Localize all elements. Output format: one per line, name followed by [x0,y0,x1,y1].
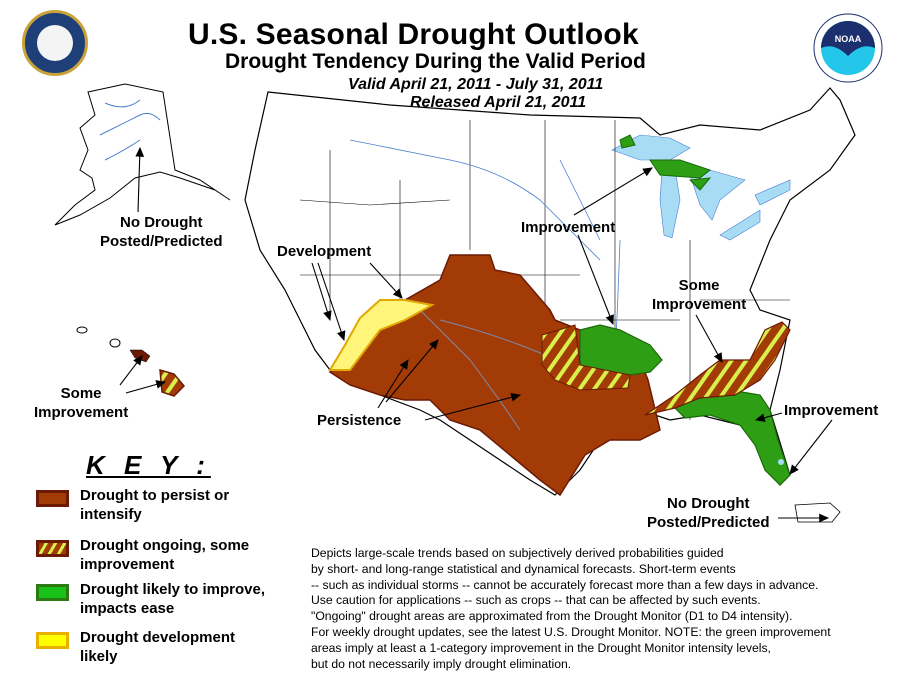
development-swatch-icon [36,632,69,649]
persist-swatch-icon [36,490,69,507]
disclaimer-notes: Depicts large-scale trends based on subj… [311,546,831,671]
improve-swatch-icon [36,584,69,601]
alaska-region [54,83,231,226]
key-item-improve: Drought likely to improve, impacts ease [36,580,300,618]
label-puerto-rico-no-drought: No Drought Posted/Predicted [647,495,770,531]
drought-ongoing-central [541,324,631,391]
noaa-logo-icon: NOAA [813,13,883,83]
key-title: K E Y : [86,450,211,480]
department-of-commerce-seal-icon [22,10,88,76]
puerto-rico-outline [794,502,841,523]
key-item-development: Drought development likely [36,628,300,666]
label-hawaii-some-improvement: Some Improvement [34,385,129,421]
drought-improve-area-great-lakes [619,134,712,191]
label-persistence: Persistence [317,412,402,429]
key-item-ongoing: Drought ongoing, some improvement [36,536,300,574]
label-improvement-florida: Improvement [784,402,879,419]
drought-ongoing-southeast [644,321,791,416]
hatched-swatch-icon [36,540,69,557]
label-development: Development [277,243,372,260]
label-improvement-north: Improvement [521,219,616,236]
label-some-improvement-southeast: Some Improvement [652,277,747,313]
drought-improve-area-southeast [670,389,791,486]
key-item-persist: Drought to persist or intensify [36,486,300,524]
page-subtitle: Drought Tendency During the Valid Period [225,50,646,73]
seal-eagle-shield-icon [37,25,73,61]
drought-development-area [328,299,435,371]
page-title: U.S. Seasonal Drought Outlook [188,18,639,51]
svg-text:NOAA: NOAA [835,34,862,44]
release-date: Released April 21, 2011 [410,94,587,111]
valid-period: Valid April 21, 2011 - July 31, 2011 [348,76,604,93]
annotation-arrows [119,146,833,523]
label-alaska-no-drought: No Drought Posted/Predicted [100,214,223,250]
